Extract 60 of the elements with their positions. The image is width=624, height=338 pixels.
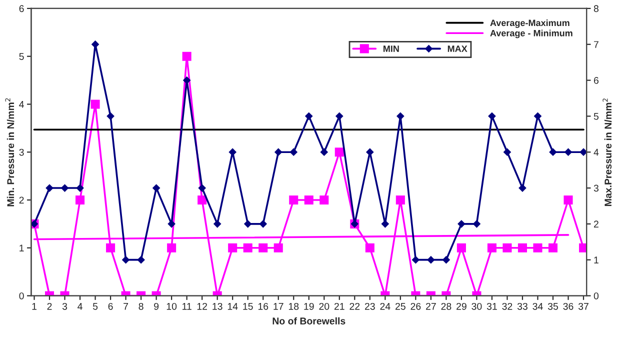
x-tick-label: 35	[548, 302, 558, 310]
x-tick-label: 32	[502, 302, 512, 310]
y2-tick-label: 2	[594, 220, 598, 228]
legend-label: MIN	[384, 46, 399, 52]
y-tick-label: 1	[20, 244, 24, 252]
x-tick-label: 36	[563, 302, 574, 310]
x-tick-label: 33	[517, 302, 528, 310]
y2-tick-label: 1	[594, 256, 598, 264]
y2-tick-label: 7	[594, 41, 598, 48]
y-axis-title: Min. Pressure in N/mm$^{2}$	[5, 98, 14, 206]
y2-tick-label: 0	[594, 292, 599, 300]
x-tick-label: 11	[182, 303, 192, 310]
y-tick-label: 4	[19, 101, 24, 108]
x-tick-label: 23	[364, 302, 375, 310]
x-tick-label: 8	[138, 302, 144, 310]
x-tick-label: 14	[228, 303, 238, 310]
y2-tick-label: 3	[594, 184, 598, 192]
x-tick-label: 16	[258, 302, 268, 310]
x-tick-label: 22	[350, 302, 360, 310]
y-tick-label: 2	[19, 196, 24, 204]
x-tick-label: 19	[304, 302, 314, 310]
y2-tick-label: 8	[594, 5, 598, 12]
x-tick-label: 13	[212, 302, 222, 310]
x-axis-title: No of Borewells	[272, 317, 346, 324]
x-tick-label: 2	[47, 302, 52, 310]
y-tick-label: 5	[19, 53, 24, 60]
y-tick-label: 3	[19, 148, 24, 156]
x-tick-label: 25	[396, 302, 406, 310]
y2-tick-label: 5	[594, 113, 599, 120]
y-tick-label: 0	[19, 292, 24, 300]
x-tick-label: 4	[78, 303, 82, 310]
x-tick-label: 20	[319, 302, 330, 310]
x-tick-label: 37	[578, 302, 588, 310]
x-tick-label: 31	[486, 302, 497, 310]
y-tick-label: 6	[19, 5, 24, 12]
legend-label: Average - Minimum	[490, 30, 572, 38]
x-tick-label: 10	[166, 302, 177, 310]
x-tick-label: 9	[154, 302, 159, 310]
x-tick-label: 6	[108, 302, 113, 310]
x-tick-label: 30	[472, 302, 482, 310]
x-tick-label: 3	[62, 302, 68, 310]
x-tick-label: 15	[243, 303, 253, 310]
legend-label: MAX	[448, 46, 468, 52]
y2-tick-label: 6	[594, 77, 598, 84]
x-tick-label: 28	[441, 302, 452, 310]
x-tick-label: 26	[410, 302, 421, 310]
y2-axis-title: Max.Pressure in N/mm$^{2}$	[602, 98, 612, 206]
x-tick-label: 7	[124, 303, 128, 310]
x-tick-label: 1	[32, 303, 36, 310]
legend-label: Average-Maximum	[490, 19, 570, 28]
y2-tick-label: 4	[594, 148, 599, 156]
x-tick-label: 27	[426, 302, 436, 310]
x-tick-label: 34	[532, 302, 543, 310]
x-tick-label: 5	[92, 303, 98, 310]
x-tick-label: 24	[380, 302, 390, 310]
x-tick-label: 21	[334, 302, 344, 310]
x-tick-label: 18	[288, 302, 299, 310]
x-tick-label: 12	[197, 302, 207, 310]
x-tick-label: 17	[274, 303, 284, 310]
x-tick-label: 29	[456, 302, 466, 310]
